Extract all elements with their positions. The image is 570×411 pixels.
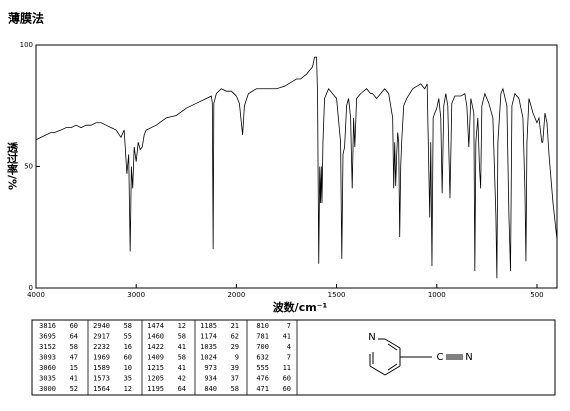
atom-label: N [465,352,472,363]
peak-wavenumber: 781 [256,333,269,341]
peak-transmittance: 47 [70,354,78,362]
peak-transmittance: 12 [178,322,186,330]
peak-wavenumber: 1969 [93,354,110,362]
peak-wavenumber: 1573 [93,375,110,383]
peak-wavenumber: 476 [256,375,269,383]
x-tick-label: 1500 [328,291,346,299]
peak-wavenumber: 632 [256,354,269,362]
peak-wavenumber: 3816 [39,322,56,330]
peak-transmittance: 7 [287,322,291,330]
peak-transmittance: 9 [235,354,239,362]
peak-wavenumber: 3093 [39,354,56,362]
peak-transmittance: 11 [283,364,291,372]
peak-wavenumber: 2917 [93,333,110,341]
peak-transmittance: 41 [283,333,291,341]
peak-wavenumber: 1474 [147,322,164,330]
peak-transmittance: 16 [124,343,132,351]
peak-wavenumber: 973 [204,364,217,372]
x-tick-label: 500 [530,291,543,299]
x-axis-label: 波数/cm⁻¹ [273,300,328,314]
x-tick-label: 2000 [227,291,245,299]
column-dividers [87,320,298,395]
peak-wavenumber: 1564 [93,385,110,393]
peak-wavenumber: 1205 [147,375,164,383]
atom-label: N [368,332,375,343]
peak-wavenumber: 3695 [39,333,56,341]
peak-transmittance: 58 [231,385,239,393]
peak-wavenumber: 3000 [39,385,56,393]
peak-wavenumber: 810 [256,322,269,330]
peak-transmittance: 41 [178,364,186,372]
peak-wavenumber: 840 [204,385,217,393]
x-tick-label: 4000 [27,291,45,299]
peak-wavenumber: 1460 [147,333,164,341]
peak-transmittance: 41 [70,375,78,383]
chart-title: 薄膜法 [8,11,44,26]
peak-transmittance: 60 [283,375,291,383]
peak-transmittance: 4 [287,343,291,351]
peak-transmittance: 21 [231,322,239,330]
table-frame [31,319,556,396]
peak-wavenumber: 471 [256,385,269,393]
structure-bonds [369,338,463,376]
peak-transmittance: 62 [231,333,239,341]
peak-wavenumber: 3060 [39,364,56,372]
peak-transmittance: 60 [70,322,78,330]
peak-wavenumber: 700 [256,343,269,351]
peak-wavenumber: 1422 [147,343,164,351]
y-axis-label: 透过率/% [6,142,19,190]
plot-frame [35,44,558,289]
peak-wavenumber: 2232 [93,343,110,351]
y-tick-label: 0 [29,284,33,292]
peak-transmittance: 64 [70,333,78,341]
peak-wavenumber: 1215 [147,364,164,372]
peak-transmittance: 10 [124,364,132,372]
peak-wavenumber: 1024 [200,354,217,362]
peak-wavenumber: 3035 [39,375,56,383]
atom-label: C [437,352,444,363]
peak-transmittance: 12 [124,385,132,393]
peak-wavenumber: 555 [256,364,269,372]
peak-transmittance: 15 [70,364,78,372]
y-tick-label: 100 [20,41,33,49]
peak-transmittance: 58 [178,354,186,362]
peak-wavenumber: 2940 [93,322,110,330]
peak-transmittance: 37 [231,375,239,383]
peak-transmittance: 64 [178,385,186,393]
peak-transmittance: 39 [231,364,239,372]
peak-transmittance: 58 [124,322,132,330]
peak-transmittance: 60 [283,385,291,393]
peak-wavenumber: 1195 [147,385,164,393]
peak-transmittance: 58 [70,343,78,351]
peak-transmittance: 42 [178,375,186,383]
peak-wavenumber: 1185 [200,322,217,330]
peak-wavenumber: 1035 [200,343,217,351]
peak-transmittance: 52 [70,385,78,393]
peak-wavenumber: 3152 [39,343,56,351]
peak-wavenumber: 934 [204,375,217,383]
peak-transmittance: 7 [287,354,291,362]
peak-transmittance: 29 [231,343,239,351]
x-tick-label: 1000 [428,291,446,299]
peak-transmittance: 41 [178,343,186,351]
x-tick-label: 3000 [127,291,145,299]
peak-transmittance: 35 [124,375,132,383]
peak-transmittance: 55 [124,333,132,341]
y-tick-label: 50 [24,163,33,171]
peak-wavenumber: 1409 [147,354,164,362]
peak-wavenumber: 1174 [200,333,217,341]
peak-transmittance: 60 [124,354,132,362]
peak-transmittance: 58 [178,333,186,341]
peak-wavenumber: 1589 [93,364,110,372]
spectrum-line [35,56,558,279]
